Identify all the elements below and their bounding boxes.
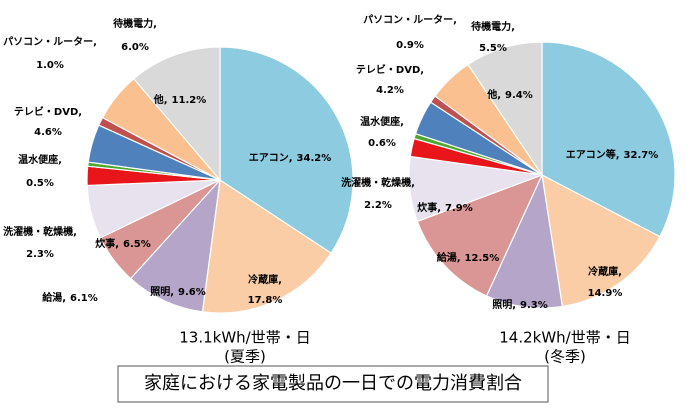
slice-value: 7.9% [445, 203, 473, 214]
slice-name: 給湯, [42, 291, 66, 304]
slice-label: 冷蔵庫, 14.9% [588, 265, 623, 299]
pie-slice [201, 178, 332, 314]
slice-name: 洗濯機・乾燥機, [341, 176, 415, 189]
pie-slice [132, 46, 221, 182]
slice-value: 34.2% [297, 153, 332, 164]
slice-value: 12.5% [465, 253, 500, 264]
slice-label: 待機電力, 6.0% [113, 17, 157, 53]
slice-name: 冷蔵庫, [248, 273, 282, 286]
pie-slice [129, 178, 221, 313]
slice-label: 洗濯機・乾燥機, 2.2% [341, 176, 415, 211]
title-box [117, 365, 549, 403]
slice-value: 0.5% [26, 178, 54, 189]
slice-label: 他, 11.2% [153, 93, 207, 106]
slice-name: 他, [153, 93, 168, 106]
slice-value: 9.4% [505, 90, 533, 101]
slice-value: 11.2% [172, 95, 207, 106]
slice-name: 給湯, [437, 251, 461, 264]
slice-name: 待機電力, [113, 17, 157, 30]
slice-name: パソコン・ルーター, [3, 36, 97, 48]
slice-value: 0.6% [368, 138, 396, 149]
pie-slice [416, 173, 544, 297]
slice-name: テレビ・DVD, [356, 63, 424, 76]
slice-name: 温水便座, [360, 115, 404, 128]
slice-label: 冷蔵庫, 17.8% [248, 273, 283, 306]
slice-label: 温水便座, 0.5% [18, 153, 62, 189]
slice-value: 0.9% [396, 40, 424, 51]
slice-value: 1.0% [36, 60, 64, 71]
slice-value: 32.7% [624, 150, 659, 161]
pie-subtitle: 14.2kWh/世帯・日 [499, 329, 630, 347]
slice-value: 6.5% [123, 239, 151, 250]
slice-label: エアコン, 34.2% [249, 152, 332, 164]
slice-name: テレビ・DVD, [14, 105, 82, 118]
slice-value: 4.2% [376, 85, 404, 96]
slice-label: 照明, 9.3% [492, 299, 548, 311]
pie-caption: (冬季) [544, 348, 586, 366]
slice-name: 待機電力, [471, 20, 515, 33]
slice-name: 他, [486, 88, 501, 101]
slice-label: エアコン等, 32.7% [566, 148, 659, 161]
slice-label: 照明, 9.6% [150, 286, 206, 298]
slice-label: テレビ・DVD, 4.2% [356, 63, 424, 96]
slice-label: 給湯, 12.5% [437, 251, 500, 264]
slice-label: 炊事, 6.5% [95, 237, 151, 250]
slice-name: 照明, [150, 286, 174, 298]
slice-label: テレビ・DVD, 4.6% [14, 105, 82, 138]
slice-name: パソコン・ルーター, [363, 14, 457, 26]
slice-value: 9.3% [520, 300, 548, 311]
pie-subtitle: 13.1kWh/世帯・日 [179, 329, 310, 347]
slice-value: 2.2% [364, 200, 392, 211]
slice-label: 炊事, 7.9% [417, 201, 473, 214]
slice-name: 洗濯機・乾燥機, [3, 225, 77, 238]
slice-name: 温水便座, [18, 153, 62, 166]
pie-slice [541, 41, 676, 238]
pie-caption: (夏季) [224, 348, 266, 366]
slice-name: エアコン等, [566, 148, 620, 161]
slice-value: 4.6% [34, 127, 62, 138]
slice-value: 2.3% [26, 249, 54, 260]
slice-name: 炊事, [95, 237, 119, 250]
slice-label: 待機電力, 5.5% [471, 20, 515, 54]
slice-name: 炊事, [417, 201, 441, 214]
slice-label: パソコン・ルーター, 1.0% [3, 36, 97, 71]
slice-label: 温水便座, 0.6% [360, 115, 404, 149]
slice-value: 6.0% [121, 42, 149, 53]
slice-value: 9.6% [178, 287, 206, 298]
slice-value: 6.1% [70, 293, 98, 304]
pie-slice [485, 172, 564, 309]
slice-name: 冷蔵庫, [588, 265, 622, 278]
slice-name: エアコン, [249, 152, 293, 164]
pie-slice [467, 41, 543, 177]
pie-slice [541, 173, 661, 308]
slice-value: 5.5% [479, 43, 507, 54]
slice-label: 他, 9.4% [486, 88, 533, 101]
chart-title: 家庭における家電製品の一日での電力消費割合 [144, 373, 522, 394]
slice-label: パソコン・ルーター, 0.9% [363, 14, 457, 51]
slice-label: 洗濯機・乾燥機, 2.3% [3, 225, 77, 260]
slice-value: 17.8% [248, 295, 283, 306]
slice-label: 給湯, 6.1% [42, 291, 98, 304]
slice-name: 照明, [492, 299, 516, 311]
slice-value: 14.9% [588, 288, 623, 299]
